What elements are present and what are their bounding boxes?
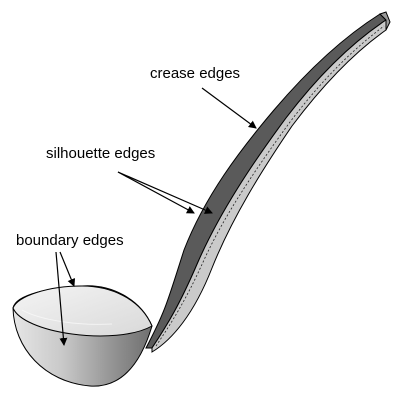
silhouette-edges-label: silhouette edges: [46, 145, 156, 162]
bowl-rim-highlight: [21, 309, 113, 325]
handle-dashed-seam: [155, 25, 385, 347]
crease-edges-label: crease edges: [150, 65, 241, 82]
boundary-arrow-2: [59, 251, 76, 287]
bowl-rim: [12, 285, 153, 337]
boundary-edges-label: boundary edges: [16, 232, 124, 249]
silhouette-arrow-2: [117, 171, 213, 214]
handle-tip: [379, 11, 391, 31]
silhouette-arrow-1: [117, 171, 195, 214]
callout-arrows: [55, 87, 257, 346]
ladle-bowl: [12, 285, 153, 387]
crease-arrow: [201, 87, 257, 129]
boundary-arrow-1: [55, 251, 68, 346]
ladle-handle: [145, 11, 391, 353]
